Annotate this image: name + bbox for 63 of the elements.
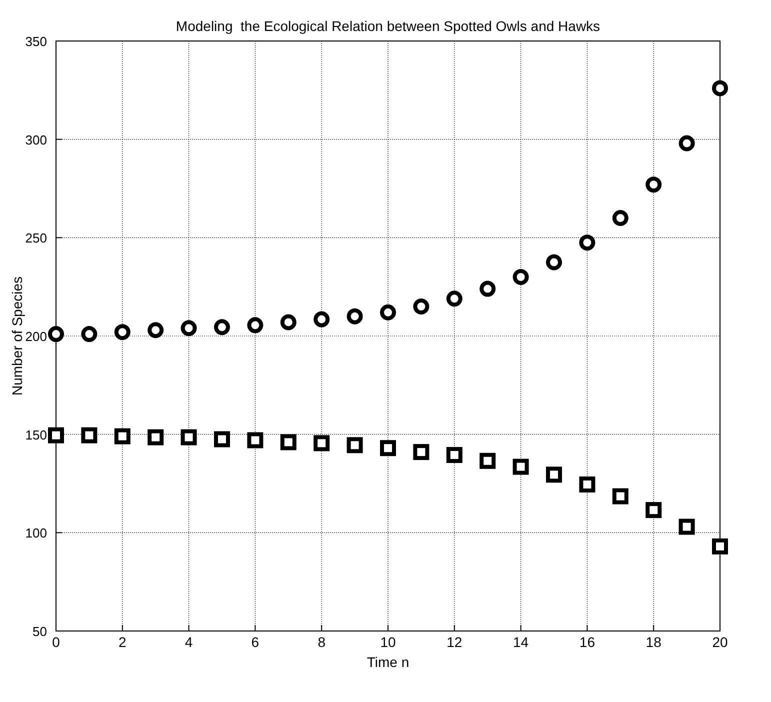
- point: [446, 446, 462, 463]
- point: [48, 326, 64, 342]
- point: [480, 452, 496, 469]
- point: [148, 322, 164, 338]
- point: [646, 176, 662, 193]
- point: [712, 80, 728, 96]
- point: [81, 427, 98, 444]
- point: [512, 269, 529, 285]
- y-axis-title: Number of Species: [9, 276, 25, 396]
- y-tick-label: 250: [25, 230, 47, 246]
- x-tick-label: 8: [318, 634, 326, 650]
- point: [148, 429, 164, 446]
- point: [346, 308, 363, 324]
- point: [646, 502, 662, 518]
- x-tick-label: 2: [118, 634, 126, 650]
- x-tick-label: 14: [513, 634, 529, 650]
- point: [247, 317, 264, 334]
- y-tick-label: 50: [32, 624, 47, 639]
- point: [280, 314, 296, 330]
- x-tick-label: 0: [52, 634, 60, 650]
- chart-title: Modeling the Ecological Relation between Spotted Owls and Hawks: [176, 18, 600, 34]
- x-tick-label: 10: [380, 634, 396, 650]
- point: [546, 254, 562, 270]
- point: [678, 135, 695, 152]
- y-tick-label: 300: [25, 132, 47, 148]
- point: [546, 466, 562, 483]
- point: [512, 458, 529, 475]
- point: [579, 476, 596, 492]
- x-tick-label: 18: [646, 634, 662, 650]
- x-tick-label: 4: [184, 634, 193, 650]
- point: [446, 290, 462, 307]
- x-tick-label: 6: [251, 634, 260, 650]
- point: [413, 298, 430, 314]
- y-tick-label: 150: [25, 427, 47, 442]
- point: [612, 488, 628, 504]
- x-tick-label: 12: [446, 634, 462, 650]
- x-tick-label: 16: [579, 634, 596, 650]
- point: [247, 432, 264, 448]
- point: [579, 234, 596, 251]
- point: [380, 304, 396, 320]
- point: [712, 538, 728, 554]
- point: [180, 320, 197, 336]
- point: [180, 429, 197, 446]
- point: [214, 431, 230, 448]
- point: [612, 210, 628, 226]
- point: [214, 319, 230, 336]
- point: [480, 280, 496, 297]
- point: [114, 428, 130, 444]
- point: [678, 518, 695, 535]
- y-tick-label: 200: [25, 329, 47, 344]
- point: [314, 435, 330, 452]
- point: [314, 311, 330, 328]
- y-tick-label: 100: [25, 526, 47, 541]
- point: [413, 444, 430, 460]
- point: [81, 326, 98, 342]
- x-tick-label: 20: [712, 634, 728, 650]
- point: [48, 427, 64, 444]
- y-tick-label: 350: [25, 34, 47, 49]
- x-axis-title: Time n: [366, 654, 410, 670]
- point: [346, 437, 363, 454]
- point: [380, 440, 396, 456]
- point: [114, 324, 130, 340]
- point: [280, 434, 296, 450]
